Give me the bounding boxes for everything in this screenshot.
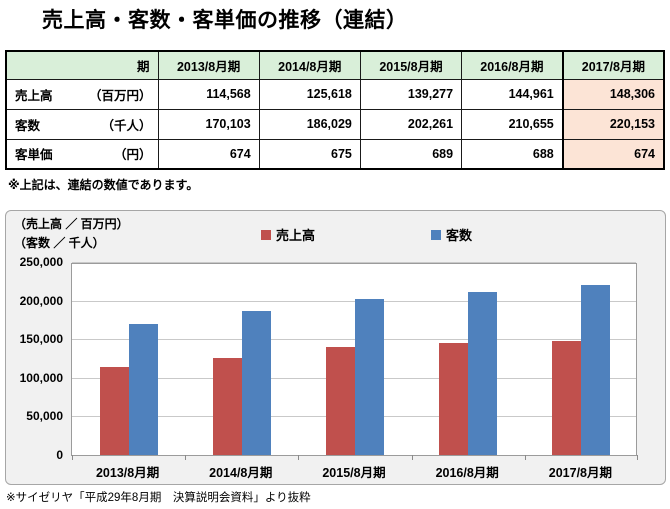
bar-chart: （売上高 ／ 百万円） （客数 ／ 千人） 売上高 客数 0 50,000 100,…: [5, 210, 666, 485]
table-row-sales: 売上高 （百万円） 114,568 125,618 139,277 144,96…: [5, 78, 666, 110]
x-axis-tick: [298, 455, 300, 460]
bar-customers: [468, 292, 498, 455]
bar-customers: [128, 323, 158, 455]
y-axis-label: 100,000: [19, 370, 63, 385]
row-unit: （千人）: [101, 118, 152, 133]
y-axis-label: 250,000: [19, 255, 63, 269]
x-axis-label: 2013/8月期: [95, 466, 160, 480]
row-name: 売上高: [15, 88, 53, 103]
row-name: 客単価: [15, 148, 53, 163]
table-cell: 144,961: [461, 78, 564, 110]
row-unit: （円）: [113, 148, 152, 163]
legend-swatch-sales: [261, 229, 271, 240]
legend-swatch-customers: [431, 229, 441, 240]
table-cell: 689: [359, 138, 463, 170]
x-axis-tick: [637, 455, 638, 460]
column-header: 2013/8月期: [157, 50, 260, 80]
table-cell: 125,618: [258, 78, 361, 110]
plot-area: [71, 262, 638, 460]
column-header: 2014/8月期: [258, 50, 361, 80]
table-cell-highlighted: 220,153: [561, 108, 666, 140]
x-axis-tick: [411, 455, 413, 460]
table-row-spend: 客単価 （円） 674 675 689 688 674: [5, 138, 666, 170]
table-row-customers: 客数 （千人） 170,103 186,029 202,261 210,655 …: [5, 108, 666, 140]
gridline: [72, 300, 636, 302]
metrics-table: 期 2013/8月期 2014/8月期 2015/8月期 2016/8月期 20…: [5, 50, 666, 170]
column-header: 2016/8月期: [461, 50, 564, 80]
legend-label-sales: 売上高: [276, 228, 316, 243]
table-cell: 202,261: [359, 108, 463, 140]
bar-sales: [439, 343, 469, 455]
bar-sales: [326, 347, 355, 455]
bar-sales: [99, 366, 129, 455]
table-cell: 114,568: [157, 78, 260, 110]
x-axis-tick: [72, 455, 73, 460]
x-axis-tick: [185, 455, 187, 460]
table-cell: 170,103: [157, 108, 260, 140]
x-axis-label: 2016/8月期: [435, 466, 499, 480]
row-unit: （百万円）: [88, 88, 152, 103]
x-axis-tick: [524, 455, 526, 460]
table-header-row: 期 2013/8月期 2014/8月期 2015/8月期 2016/8月期 20…: [5, 50, 666, 80]
row-label-cell: 売上高 （百万円）: [5, 78, 159, 110]
gridline: [72, 339, 636, 341]
table-cell: 674: [157, 138, 260, 170]
legend-item-sales: 売上高: [261, 225, 315, 244]
y-axis-unit-customers: （客数 ／ 千人）: [14, 236, 105, 250]
table-cell: 688: [461, 138, 564, 170]
row-label-cell: 客数 （千人）: [5, 108, 159, 140]
bar-customers: [355, 298, 384, 455]
source-caption: ※サイゼリヤ「平成29年8月期 決算説明会資料」より抜粋: [6, 492, 311, 504]
table-cell: 139,277: [359, 78, 463, 110]
legend-label-customers: 客数: [446, 228, 473, 243]
row-name: 客数: [15, 118, 41, 133]
y-axis-unit-sales: （売上高 ／ 百万円）: [14, 217, 129, 231]
y-axis-label: 150,000: [19, 332, 63, 347]
bar-sales: [552, 340, 582, 455]
bar-customers: [241, 311, 271, 455]
bar-sales: [212, 358, 242, 455]
row-label-cell: 客単価 （円）: [5, 138, 159, 170]
table-cell: 210,655: [461, 108, 564, 140]
table-cell: 186,029: [258, 108, 361, 140]
y-axis-label: 50,000: [26, 409, 63, 424]
y-axis-label: 0: [56, 448, 63, 462]
table-cell-highlighted: 148,306: [561, 78, 666, 110]
table-cell: 675: [258, 138, 361, 170]
page-title: 売上高・客数・客単価の推移（連結）: [42, 9, 408, 32]
x-axis-label: 2015/8月期: [322, 466, 386, 480]
legend-item-customers: 客数: [431, 225, 472, 244]
x-axis-label: 2014/8月期: [209, 466, 273, 480]
column-header-highlighted: 2017/8月期: [561, 50, 666, 80]
bar-customers: [581, 285, 611, 455]
table-cell-highlighted: 674: [561, 138, 666, 170]
x-axis-label: 2017/8月期: [548, 466, 612, 480]
gridline: [72, 262, 636, 263]
y-axis-label: 200,000: [19, 293, 63, 308]
column-header: 2015/8月期: [359, 50, 463, 80]
period-header-cell: 期: [5, 50, 159, 80]
table-footnote: ※上記は、連結の数値であります。: [8, 178, 199, 192]
